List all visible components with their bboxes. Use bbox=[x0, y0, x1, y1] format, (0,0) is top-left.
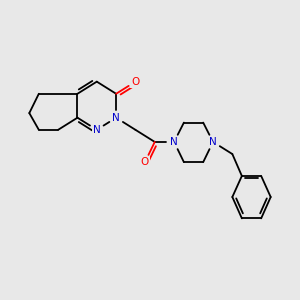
Text: O: O bbox=[141, 157, 149, 167]
Text: N: N bbox=[93, 125, 101, 135]
Text: O: O bbox=[131, 76, 140, 87]
Text: N: N bbox=[209, 137, 217, 147]
Text: N: N bbox=[112, 113, 120, 123]
Text: N: N bbox=[170, 137, 178, 147]
